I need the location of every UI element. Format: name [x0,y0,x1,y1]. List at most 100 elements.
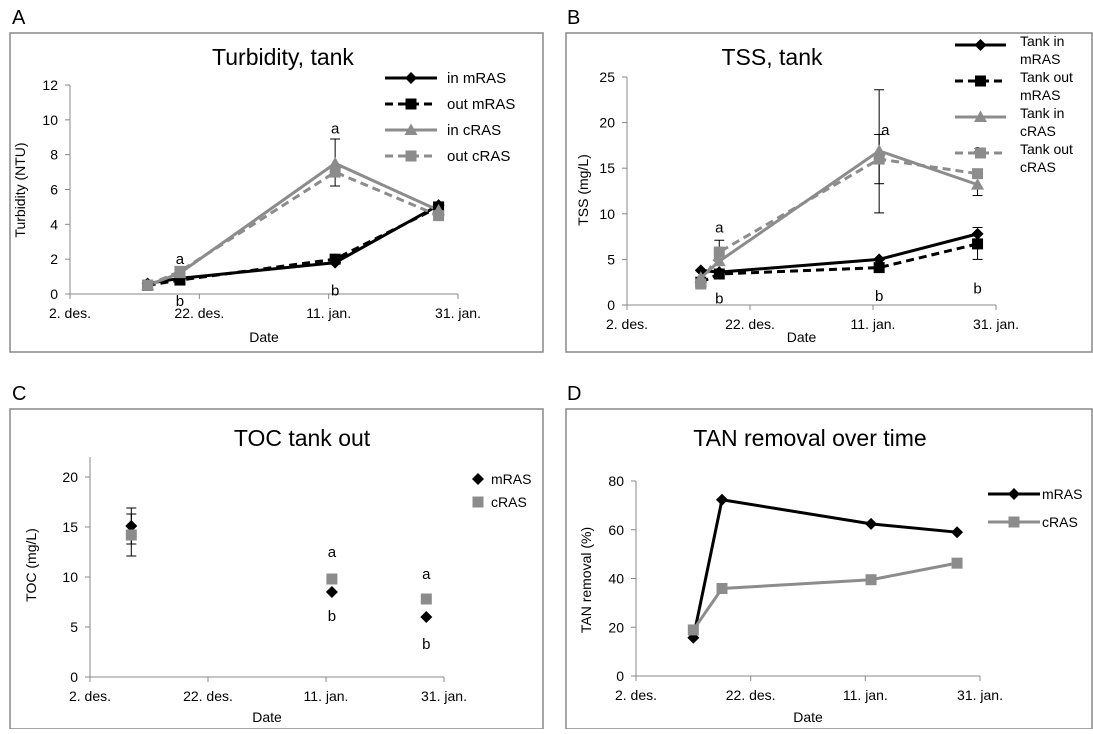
legend-label-line: cRAS [1020,159,1056,175]
panel-letter: C [12,383,26,405]
x-axis-label: Date [249,329,279,345]
chart-title: TAN removal over time [693,425,926,451]
legend-marker [974,110,987,122]
x-tick-label: 31. jan. [957,687,1003,703]
legend-label-line: cRAS [1020,123,1056,139]
legend: in mRAS out mRAS in cRAS out cRAS [385,70,515,165]
x-axis-label: Date [787,329,817,345]
data-point [125,529,137,541]
legend-label: cRAS [1042,514,1078,530]
y-tick-label: 25 [599,69,615,85]
y-tick-label: 12 [42,77,58,93]
panel-c: C TOC tank out 0 5 10 15 20 2. des. 22. des. 11. … [9,383,544,730]
legend-marker [1008,516,1020,528]
legend-marker [405,72,417,84]
data-point [873,262,885,274]
data-point [329,253,341,265]
significance-label: b [715,291,723,308]
panel-letter: D [567,383,581,405]
panel-a: A Turbidity, tank 0 2 4 6 8 10 12 2. des. 22. des.… [9,7,544,353]
chart-title: Turbidity, tank [212,44,354,70]
data-point [972,168,984,180]
x-tick-label: 22. des. [174,305,224,321]
x-tick-label: 31. jan. [973,316,1019,332]
data-point [687,624,699,636]
y-tick-label: 5 [70,619,78,635]
y-tick-label: 2 [50,251,58,267]
y-tick-label: 6 [50,182,58,198]
y-tick-label: 40 [608,571,624,587]
y-tick-label: 0 [616,668,624,684]
significance-label: b [973,281,981,298]
y-axis-label: TAN removal (%) [578,527,594,633]
y-tick-label: 10 [599,206,615,222]
y-tick-label: 4 [50,216,58,232]
panel-frame [9,408,544,730]
series-line [692,561,958,631]
data-point [951,557,963,569]
legend-label: Tank in mRAS [1020,33,1064,67]
legend-label-line: Tank in [1020,33,1064,49]
panel-b: B TSS, tank 0 5 10 15 20 25 2. des. 22. des. 11. j… [565,7,1093,353]
chart-title: TOC tank out [234,425,371,451]
y-axis-label: Turbidity (NTU) [12,142,28,237]
significance-label: a [331,121,340,138]
data-point [716,582,728,594]
legend-label-line: Tank in [1020,105,1064,121]
legend-label: cRAS [491,494,527,510]
x-axis-label: Date [793,709,823,725]
significance-label: b [328,608,336,625]
panel-letter: A [12,7,26,29]
legend-label: Tank in cRAS [1020,105,1064,139]
data-point [971,178,985,190]
data-point [713,268,725,280]
panel-d: D TAN removal over time 0 20 40 60 80 2. des. 22… [565,383,1093,730]
legend-marker [975,147,986,159]
y-tick-label: 0 [607,297,615,313]
data-point [325,586,338,598]
data-point [865,574,877,586]
data-point [713,246,725,258]
data-point [142,279,154,291]
x-tick-label: 2. des. [615,687,657,703]
y-axis-label: TOC (mg/L) [23,528,39,602]
legend-marker [974,39,987,51]
x-tick-label: 2. des. [69,688,111,704]
significance-label: b [331,283,339,300]
legend-label: in mRAS [447,70,506,87]
y-tick-label: 5 [607,251,615,267]
x-tick-label: 22. des. [183,688,233,704]
data-point [971,227,984,240]
series-line [147,170,440,287]
data-point [873,153,885,165]
x-tick-label: 11. jan. [304,688,349,704]
series-line [691,498,958,639]
chart-title: TSS, tank [722,44,823,70]
y-tick-label: 60 [608,522,624,538]
legend-label: Tank out mRAS [1020,69,1073,103]
data-point [972,238,984,250]
significance-label: b [176,293,184,310]
y-tick-label: 10 [42,112,58,128]
y-axis-label: TSS (mg/L) [575,154,591,226]
y-tick-label: 8 [50,147,58,163]
legend: mRAS cRAS [472,471,531,510]
significance-label: a [715,219,724,236]
legend-marker [975,75,986,87]
panel-frame [9,32,544,353]
legend-label-line: mRAS [1020,87,1060,103]
legend-label-line: Tank out [1020,69,1073,85]
legend-label-line: Tank out [1020,141,1073,157]
data-point [174,274,186,286]
series-line [699,157,978,285]
significance-label: b [422,636,430,653]
y-tick-label: 20 [62,469,78,485]
legend-marker [405,150,417,162]
legend-marker [1008,488,1020,500]
significance-label: a [328,544,337,561]
panel-frame [565,408,1093,730]
y-tick-label: 0 [70,669,78,685]
y-tick-label: 20 [608,619,624,635]
x-tick-label: 22. des. [725,316,775,332]
